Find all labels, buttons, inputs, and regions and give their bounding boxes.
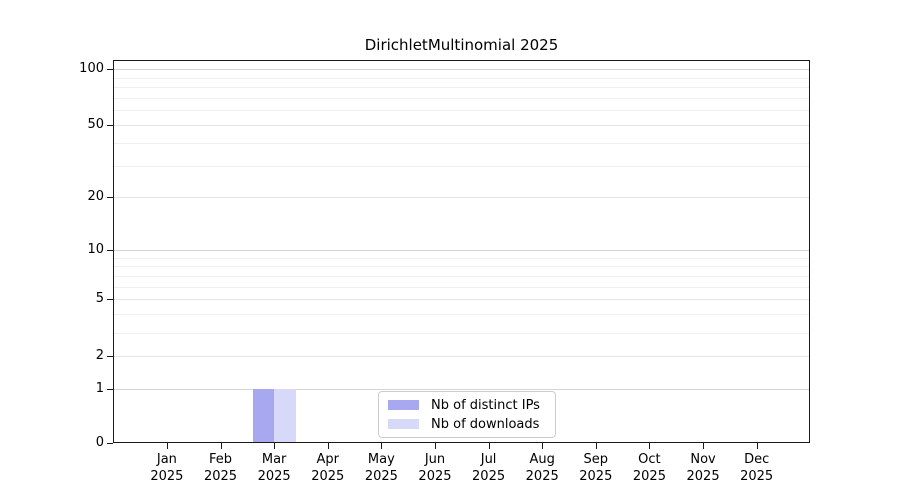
x-tick-mark-oct <box>649 443 651 449</box>
x-tick-mark-apr <box>327 443 329 449</box>
x-tick-label-apr: Apr 2025 <box>296 451 360 485</box>
gridline-y-80 <box>114 87 809 89</box>
y-tick-label-0: 0 <box>95 435 104 450</box>
y-tick-mark-10 <box>107 250 113 252</box>
y-tick-label-5: 5 <box>95 291 104 307</box>
x-tick-label-aug: Aug 2025 <box>510 451 574 485</box>
x-tick-label-year: 2025 <box>686 469 720 484</box>
legend-label-downloads: Nb of downloads <box>431 416 540 432</box>
x-tick-label-jul: Jul 2025 <box>457 451 521 485</box>
x-tick-label-year: 2025 <box>525 469 559 484</box>
gridline-y-4 <box>114 314 809 316</box>
x-tick-label-nov: Nov 2025 <box>671 451 735 485</box>
y-tick-label-100: 100 <box>79 61 104 77</box>
gridline-y-40 <box>114 142 809 144</box>
x-tick-mark-jan <box>166 443 168 449</box>
x-tick-label-sep: Sep 2025 <box>564 451 628 485</box>
y-tick-mark-0 <box>107 443 113 444</box>
x-tick-label-month: Oct <box>638 452 661 467</box>
x-tick-label-month: Feb <box>208 452 233 467</box>
y-tick-label-2: 2 <box>95 347 104 363</box>
y-tick-mark-20 <box>107 197 113 199</box>
x-tick-mark-may <box>381 443 383 449</box>
x-tick-label-year: 2025 <box>579 469 613 484</box>
plot-area <box>113 60 810 443</box>
y-tick-mark-1 <box>107 389 113 390</box>
x-tick-label-year: 2025 <box>632 469 666 484</box>
gridline-y-2 <box>114 355 809 357</box>
gridline-y-50 <box>114 125 809 127</box>
gridline-y-10 <box>114 250 809 252</box>
x-tick-label-year: 2025 <box>257 469 291 484</box>
x-tick-label-jun: Jun 2025 <box>403 451 467 485</box>
legend-label-distinct-ips: Nb of distinct IPs <box>431 397 540 413</box>
gridline-y-100 <box>114 69 809 71</box>
x-tick-label-month: Aug <box>529 452 555 467</box>
gridline-y-6 <box>114 286 809 288</box>
y-tick-mark-5 <box>107 299 113 301</box>
x-tick-label-oct: Oct 2025 <box>617 451 681 485</box>
gridline-y-7 <box>114 276 809 278</box>
x-tick-label-year: 2025 <box>740 469 774 484</box>
x-tick-mark-feb <box>220 443 222 449</box>
x-tick-mark-aug <box>542 443 544 449</box>
x-tick-mark-jul <box>488 443 490 449</box>
x-tick-mark-sep <box>595 443 597 449</box>
gridline-y-1 <box>114 389 809 390</box>
y-tick-label-20: 20 <box>87 189 104 205</box>
x-tick-mark-dec <box>756 443 758 449</box>
y-tick-mark-50 <box>107 125 113 127</box>
x-tick-mark-mar <box>274 443 276 449</box>
x-tick-label-month: Apr <box>316 452 339 467</box>
gridline-y-5 <box>114 299 809 301</box>
legend-item-distinct-ips: Nb of distinct IPs <box>388 398 546 413</box>
x-tick-label-year: 2025 <box>150 469 184 484</box>
gridline-y-90 <box>114 77 809 79</box>
x-tick-label-jan: Jan 2025 <box>135 451 199 485</box>
legend: Nb of distinct IPs Nb of downloads <box>378 391 556 438</box>
legend-swatch-distinct-ips-icon <box>388 400 419 410</box>
legend-item-downloads: Nb of downloads <box>388 417 546 432</box>
gridline-y-9 <box>114 257 809 259</box>
x-tick-label-year: 2025 <box>203 469 238 484</box>
y-tick-label-1: 1 <box>95 381 104 396</box>
x-tick-mark-nov <box>703 443 705 449</box>
gridline-y-8 <box>114 266 809 268</box>
bar-mar-downloads <box>274 389 296 442</box>
legend-swatch-downloads-icon <box>388 419 419 429</box>
x-tick-mark-jun <box>434 443 436 449</box>
y-tick-label-50: 50 <box>87 117 104 133</box>
x-tick-label-year: 2025 <box>364 469 398 484</box>
gridline-y-3 <box>114 332 809 334</box>
bar-mar-distinct-ips <box>252 389 275 442</box>
x-tick-label-month: Jul <box>480 452 497 467</box>
x-tick-label-year: 2025 <box>311 469 345 484</box>
x-tick-label-month: Jan <box>156 452 177 467</box>
gridline-y-30 <box>114 165 809 167</box>
gridline-y-20 <box>114 197 809 199</box>
gridline-y-60 <box>114 110 809 112</box>
x-tick-label-year: 2025 <box>418 469 452 484</box>
x-tick-label-may: May 2025 <box>349 451 413 485</box>
x-tick-label-mar: Mar 2025 <box>242 451 306 485</box>
y-tick-mark-100 <box>107 69 113 71</box>
x-tick-label-year: 2025 <box>472 469 506 484</box>
x-tick-label-dec: Dec 2025 <box>725 451 789 485</box>
x-tick-label-month: Mar <box>261 452 287 467</box>
y-tick-mark-2 <box>107 355 113 357</box>
x-tick-label-month: May <box>367 452 395 467</box>
x-tick-label-month: Jun <box>424 452 446 467</box>
x-tick-label-month: Nov <box>690 452 716 467</box>
x-tick-label-month: Dec <box>744 452 770 467</box>
y-tick-label-10: 10 <box>87 242 104 258</box>
x-tick-label-month: Sep <box>583 452 609 467</box>
chart-title: DirichletMultinomial 2025 <box>364 36 559 54</box>
x-tick-label-feb: Feb 2025 <box>189 451 253 485</box>
gridline-y-70 <box>114 98 809 100</box>
